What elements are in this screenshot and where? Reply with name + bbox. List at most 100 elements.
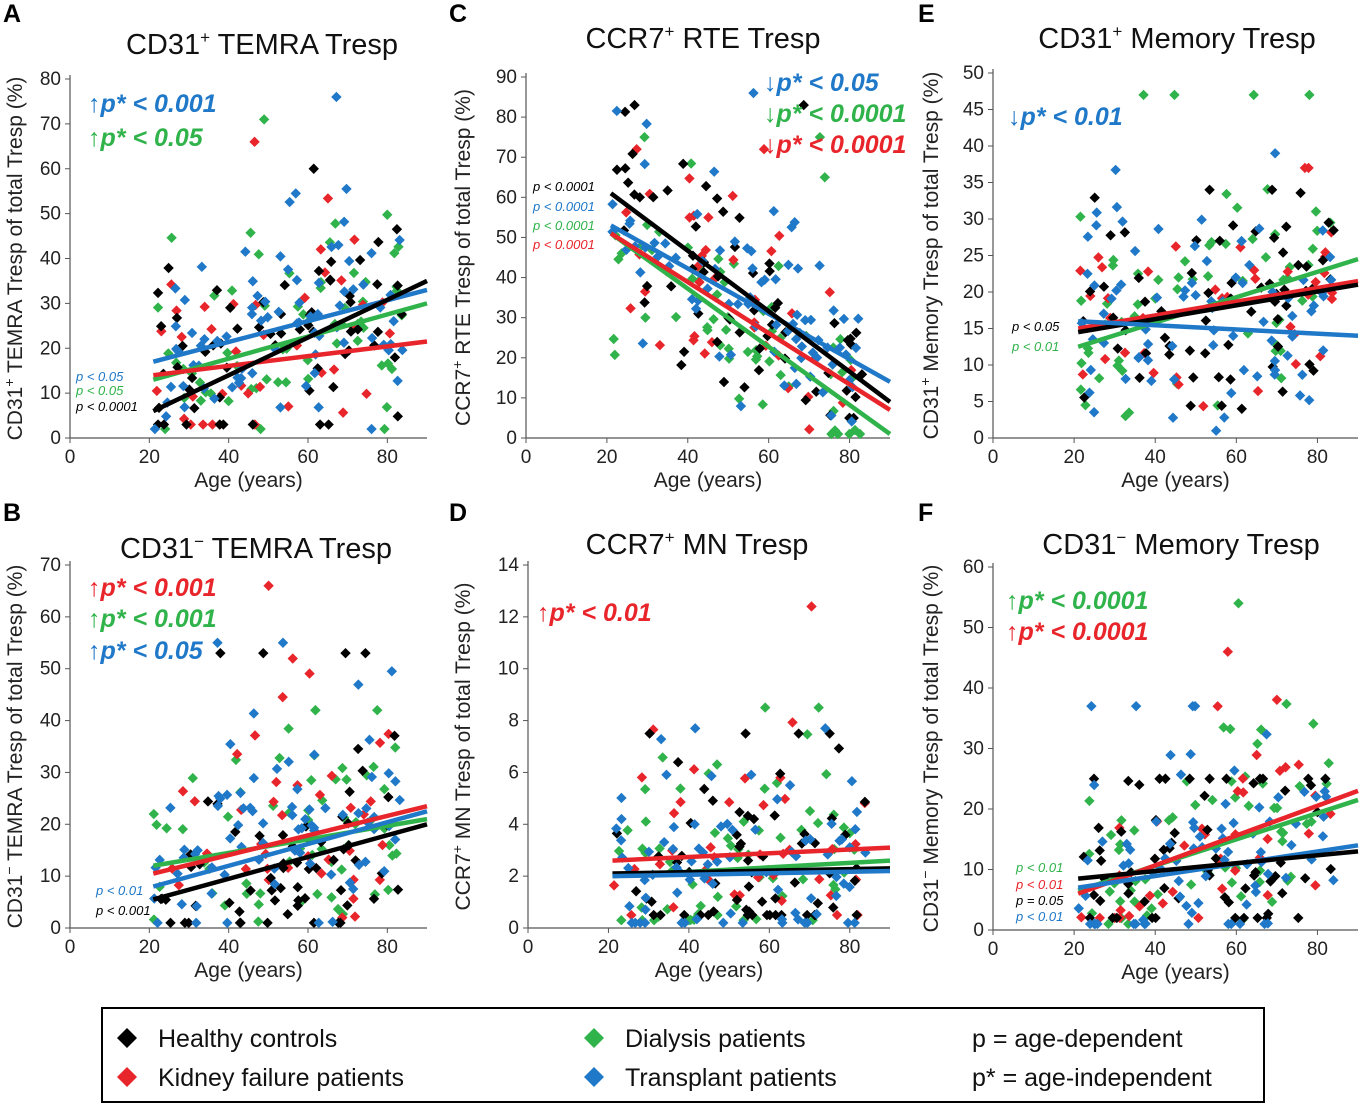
data-point-kidney [1282,266,1293,277]
data-point-transplant [277,637,289,648]
data-point-dialysis [152,302,164,313]
data-point-transplant [1244,259,1255,271]
data-point-transplant [212,637,223,648]
data-point-dialysis [804,805,816,817]
data-point-transplant [1236,236,1247,247]
data-point-transplant [747,263,758,274]
data-point-transplant [1194,831,1206,842]
p-annotation: p < 0.01 [1015,877,1063,892]
data-point-healthy [1202,824,1213,835]
data-point-transplant [233,377,245,388]
data-point-dialysis [1230,792,1241,803]
data-point-kidney [1144,890,1156,901]
data-point-transplant [383,768,394,779]
data-point-dialysis [161,823,172,834]
pstar-arrow: ↓ [764,100,777,128]
data-point-healthy [1299,873,1311,884]
pstar-text: p* < 0.001 [100,605,217,633]
data-point-kidney [1310,276,1321,288]
data-point-healthy [389,730,400,741]
data-point-transplant [1097,836,1108,847]
data-point-transplant [238,803,249,814]
data-point-transplant [1118,860,1129,871]
scatter-points [608,601,871,929]
data-point-healthy [328,381,339,393]
data-point-dialysis [261,374,272,385]
data-point-dialysis [1146,903,1157,914]
data-point-transplant [269,878,280,890]
data-point-dialysis [330,218,341,229]
data-point-dialysis [766,326,778,337]
data-point-transplant [1153,223,1164,235]
data-point-kidney [814,874,825,885]
data-point-healthy [1275,857,1286,868]
data-point-kidney [1237,773,1249,784]
pstar-arrow: ↑ [88,574,101,602]
data-point-kidney [201,848,213,859]
data-point-healthy [742,810,754,822]
data-point-transplant [1187,817,1199,828]
pstar-annotation: ↑p* < 0.001 [88,574,217,602]
data-point-transplant [692,295,704,306]
data-point-healthy [1246,306,1257,317]
data-point-transplant [1287,310,1298,322]
y-tick-label: 70 [40,555,61,576]
data-point-healthy [793,728,804,739]
data-point-healthy [753,364,765,376]
data-point-dialysis [812,817,824,829]
data-point-transplant [849,917,860,929]
data-point-transplant [257,818,269,829]
data-point-dialysis [306,775,317,786]
data-point-kidney [1222,646,1234,657]
data-point-healthy [202,796,214,807]
data-point-kidney [287,653,298,664]
data-point-kidney [625,303,636,314]
data-point-dialysis [379,783,390,795]
data-point-healthy [630,886,642,897]
data-point-dialysis [1114,896,1126,907]
data-point-healthy [1184,345,1196,356]
data-point-dialysis [1084,795,1095,807]
data-point-healthy [1107,312,1119,323]
data-point-transplant [1128,918,1139,930]
data-point-transplant [838,878,849,889]
data-point-healthy [711,193,723,204]
data-point-transplant [1189,822,1200,834]
data-point-healthy [225,302,236,313]
data-point-healthy [851,909,862,921]
data-point-transplant [348,284,359,295]
data-point-transplant [186,327,198,339]
data-point-healthy [1213,371,1224,383]
data-point-dialysis [1076,357,1087,369]
data-point-dialysis [1218,722,1229,733]
data-point-healthy [335,885,347,896]
data-point-dialysis [387,850,398,861]
p-annotation: p = 0.05 [1015,893,1064,908]
data-point-transplant [1164,838,1176,849]
data-point-transplant [746,769,757,781]
data-point-healthy [1263,908,1274,920]
data-point-dialysis [1112,360,1123,371]
legend-label-transplant: Transplant patients [625,1064,837,1092]
data-point-dialysis [709,827,721,838]
data-point-healthy [165,917,176,929]
data-point-transplant [791,378,802,390]
data-point-healthy [1214,235,1225,246]
data-point-transplant [796,341,808,352]
data-point-healthy [1094,895,1106,907]
trendline-kidney [153,339,428,378]
data-point-transplant [248,708,260,719]
data-point-dialysis [389,247,400,259]
p-annotation: p < 0.01 [95,883,143,898]
data-point-transplant [290,188,301,199]
data-point-dialysis [280,377,292,388]
data-point-kidney [1238,787,1249,798]
panel-letter: E [918,0,935,28]
data-point-kidney [752,872,764,883]
data-point-transplant [746,245,757,257]
data-point-kidney [1216,883,1228,894]
data-point-transplant [853,313,864,324]
data-point-dialysis [829,425,841,436]
data-point-dialysis [316,843,327,855]
data-point-transplant [1306,854,1317,865]
